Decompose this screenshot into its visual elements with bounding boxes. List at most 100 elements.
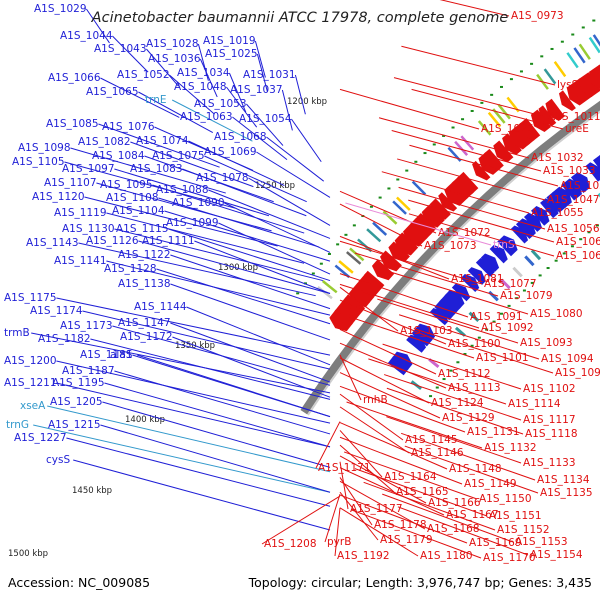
forward-leader-line xyxy=(226,86,258,128)
scale-tick xyxy=(451,126,455,129)
forward-leader-line xyxy=(171,99,253,142)
forward-leader-line xyxy=(114,370,331,435)
scale-tick xyxy=(470,109,474,112)
feature-stripe xyxy=(566,52,579,69)
reverse-leader-line xyxy=(339,299,447,345)
forward-gene xyxy=(570,172,590,194)
feature-stripe xyxy=(366,228,382,243)
forward-gene-label: A1S_1187 xyxy=(62,365,115,377)
forward-gene-label: A1S_1095 xyxy=(100,179,153,191)
scale-tick xyxy=(327,252,331,255)
reverse-leader-line xyxy=(339,444,395,493)
forward-leader-line xyxy=(66,437,331,507)
forward-gene-label: A1S_1128 xyxy=(104,263,157,275)
scale-tick xyxy=(387,187,391,190)
forward-gene-label: A1S_1068 xyxy=(214,131,267,143)
scale-tick xyxy=(492,320,496,323)
forward-gene-label: A1S_1147 xyxy=(118,317,171,329)
forward-gene-label: A1S_1069 xyxy=(204,146,257,158)
forward-leader-line xyxy=(281,89,293,131)
forward-leader-line xyxy=(186,306,331,366)
forward-gene-label: A1S_1143 xyxy=(26,237,79,249)
forward-leader-line xyxy=(169,74,215,115)
reverse-gene-label: A1S_1132 xyxy=(484,442,537,454)
reverse-gene-label: ureE xyxy=(565,123,589,135)
scale-tick xyxy=(515,297,519,300)
reverse-gene-label: A1S_1124 xyxy=(431,397,484,409)
scale-tick xyxy=(540,55,544,58)
forward-gene-label: A1S_1119 xyxy=(54,207,107,219)
reverse-gene-label: A1S_1080 xyxy=(530,308,583,320)
reverse-leader-line xyxy=(393,77,547,118)
forward-leader-line xyxy=(84,196,278,247)
forward-leader-line xyxy=(56,382,331,448)
forward-gene-label: A1S_1037 xyxy=(230,84,283,96)
forward-leader-line xyxy=(56,360,331,424)
reverse-gene-label: A1S_1094 xyxy=(541,353,594,365)
forward-gene-label: A1S_1115 xyxy=(116,223,169,235)
reverse-leader-line xyxy=(339,313,475,359)
forward-leader-line xyxy=(246,103,284,146)
scale-tick xyxy=(560,40,564,43)
forward-leader-line xyxy=(294,74,306,115)
tick-label: 1500 kbp xyxy=(8,549,48,559)
scale-tick xyxy=(435,386,439,389)
forward-gene-label: A1S_1048 xyxy=(174,81,227,93)
reverse-leader-line xyxy=(386,416,522,464)
forward-leader-line xyxy=(290,118,322,163)
feature-stripe xyxy=(468,311,480,322)
scale-tick xyxy=(546,267,550,270)
forward-leader-line xyxy=(98,123,220,168)
reverse-gene-label: A1S_1067 xyxy=(556,250,600,262)
scale-tick xyxy=(530,281,534,284)
reverse-gene xyxy=(371,259,395,281)
map-title: Acinetobacter baumannii ATCC 17978, comp… xyxy=(91,10,509,26)
scale-tick xyxy=(303,282,307,285)
forward-leader-line xyxy=(228,72,247,113)
reverse-gene-label: A1S_1117 xyxy=(523,414,576,426)
reverse-leader-line xyxy=(411,88,564,130)
feature-stripe xyxy=(588,36,600,54)
reverse-gene xyxy=(484,148,504,171)
reverse-gene-label: A1S_1164 xyxy=(384,471,437,483)
forward-gene-label: A1S_1099 xyxy=(166,217,219,229)
reverse-gene-label: A1S_1150 xyxy=(479,493,532,505)
reverse-leader-line xyxy=(398,314,540,360)
scale-tick xyxy=(311,272,315,275)
feature-stripe xyxy=(454,326,466,337)
reverse-leader-line xyxy=(382,343,522,390)
feature-stripe xyxy=(392,200,407,215)
reverse-gene-label: A1S_1133 xyxy=(523,457,576,469)
feature-stripe xyxy=(460,135,475,151)
reverse-leader-line xyxy=(404,445,539,494)
scale-tick xyxy=(485,328,489,331)
reverse-gene-label: A1S_1113 xyxy=(448,382,501,394)
forward-gene-label: A1S_1034 xyxy=(177,67,230,79)
feature-stripe xyxy=(524,255,535,267)
forward-gene xyxy=(489,244,508,264)
reverse-leader-line xyxy=(339,240,483,285)
forward-gene-label: A1S_1227 xyxy=(14,432,67,444)
reverse-gene-label: A1S_1056 xyxy=(547,223,600,235)
scale-tick xyxy=(538,274,542,277)
reverse-gene-label: A1S_1079 xyxy=(500,290,553,302)
forward-leader-line xyxy=(224,202,331,253)
forward-gene xyxy=(480,253,500,272)
scale-tick xyxy=(587,231,591,234)
forward-gene-label: A1S_1078 xyxy=(196,172,249,184)
scale-tick xyxy=(405,169,409,172)
feature-stripe xyxy=(372,221,388,236)
forward-leader-line xyxy=(106,212,305,264)
reverse-gene xyxy=(558,90,576,112)
forward-leader-line xyxy=(130,141,254,188)
reverse-gene-label: A1S_1011 xyxy=(548,111,600,123)
forward-gene-label: A1S_1084 xyxy=(92,150,145,162)
reverse-gene xyxy=(379,250,402,272)
forward-leader-line xyxy=(73,459,331,531)
reverse-leader-line xyxy=(368,358,507,405)
reverse-gene-label: A1S_1154 xyxy=(530,549,583,561)
scale-tick xyxy=(442,134,446,137)
scale-tick xyxy=(461,118,465,121)
scale-tick xyxy=(579,238,583,241)
reverse-gene-label: A1S_1118 xyxy=(525,428,578,440)
